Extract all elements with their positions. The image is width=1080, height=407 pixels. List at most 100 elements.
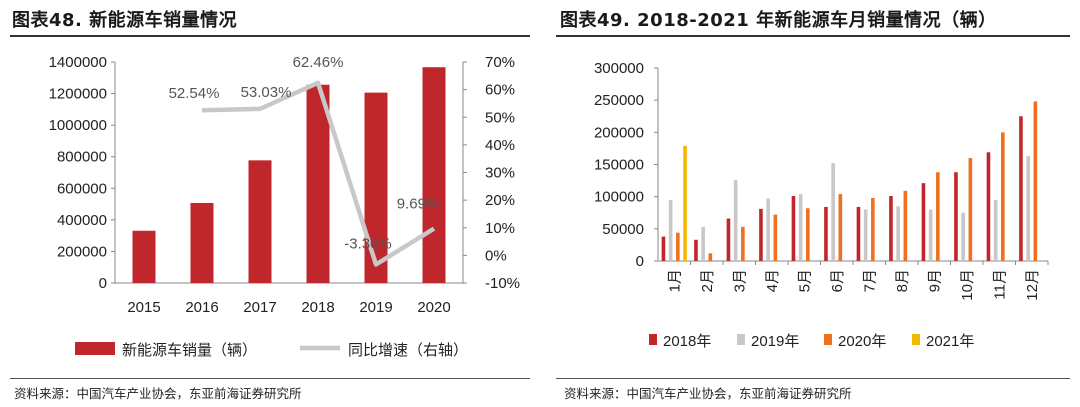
y-tick-label: 0: [636, 253, 644, 270]
y-tick-label: 150000: [594, 157, 644, 174]
y-tick-label: 250000: [594, 92, 644, 109]
month-bar: [694, 239, 698, 261]
left-y-tick-label: 400000: [57, 212, 107, 229]
x-tick-label: 2019: [359, 299, 392, 316]
x-tick-label: 7月: [861, 269, 878, 292]
month-bar: [961, 212, 965, 261]
sales-bar: [190, 202, 214, 283]
month-bar: [1001, 132, 1005, 261]
month-bar: [773, 214, 778, 261]
month-bar: [824, 206, 828, 261]
sales-bar: [306, 84, 330, 283]
left-chart-title: 图表48. 新能源车销量情况: [12, 10, 238, 31]
month-bar: [726, 218, 731, 261]
month-bar: [1026, 156, 1030, 261]
x-tick-label: 8月: [894, 269, 911, 292]
left-title-rule: [10, 35, 530, 37]
month-bar: [986, 152, 991, 261]
legend-bar-label: 新能源车销量（辆）: [122, 342, 257, 359]
right-y-tick-label: 10%: [485, 220, 515, 237]
month-bar: [1033, 101, 1038, 261]
legend-swatch: [912, 334, 920, 345]
month-bar: [1019, 116, 1023, 261]
month-bar: [871, 197, 875, 261]
legend-swatch: [737, 334, 745, 345]
x-tick-label: 2月: [699, 269, 716, 292]
right-y-tick-label: 50%: [485, 109, 515, 126]
right-title-rule: [556, 35, 1070, 37]
month-bar: [741, 226, 745, 261]
right-y-tick-label: 0%: [485, 247, 507, 264]
month-bar: [928, 209, 933, 261]
right-y-tick-label: 60%: [485, 82, 515, 99]
y-tick-label: 200000: [594, 124, 644, 141]
month-bar: [668, 199, 673, 261]
left-source: 资料来源：中国汽车产业协会，东亚前海证券研究所: [14, 386, 302, 401]
x-tick-label: 4月: [764, 269, 781, 292]
x-tick-label: 12月: [1024, 269, 1041, 301]
right-source-rule: [556, 378, 1070, 379]
x-tick-label: 6月: [829, 269, 846, 292]
sales-bar: [364, 92, 388, 283]
growth-data-label: 53.03%: [241, 84, 292, 101]
left-y-tick-label: 200000: [57, 243, 107, 260]
sales-bar: [248, 160, 272, 283]
month-bar: [903, 190, 908, 261]
month-bar: [889, 196, 893, 261]
sales-bar: [132, 230, 156, 283]
left-source-rule: [10, 378, 530, 379]
right-y-tick-label: 70%: [485, 54, 515, 71]
month-bar: [798, 194, 803, 261]
right-y-tick-label: 30%: [485, 165, 515, 182]
x-tick-label: 10月: [959, 269, 976, 301]
legend-label: 2019年: [751, 333, 799, 350]
left-y-tick-label: 600000: [57, 180, 107, 197]
left-chart: 0 200000 400000 600000 800000 1000000 1200000 1…: [49, 54, 520, 359]
right-y-tick-label: 20%: [485, 192, 515, 209]
month-bar: [759, 208, 763, 261]
right-chart-title: 图表49. 2018-2021 年新能源车月销量情况（辆）: [560, 10, 997, 31]
month-bar: [856, 206, 861, 261]
y-tick-label: 300000: [594, 60, 644, 77]
left-y-tick-label: 0: [99, 275, 107, 292]
growth-data-label: 62.46%: [293, 54, 344, 71]
month-bar: [708, 253, 713, 261]
right-y-tick-label: -10%: [485, 275, 520, 292]
x-tick-label: 5月: [796, 269, 813, 292]
month-bar: [921, 183, 926, 261]
growth-data-label: 52.54%: [169, 85, 220, 102]
month-bar: [806, 208, 810, 261]
right-chart: 0 50000 100000 150000 200000 250000 300000 1月 2月…: [594, 60, 1049, 350]
x-tick-label: 2017: [243, 299, 276, 316]
x-tick-label: 2015: [127, 299, 160, 316]
month-bar: [936, 172, 940, 261]
x-tick-label: 2016: [185, 299, 218, 316]
legend-line-label: 同比增速（右轴）: [348, 342, 468, 359]
month-bar: [838, 194, 843, 261]
month-bar: [661, 236, 666, 261]
left-y-tick-label: 800000: [57, 149, 107, 166]
month-bar: [701, 226, 705, 261]
growth-line: [201, 80, 436, 267]
x-tick-label: 3月: [731, 269, 748, 292]
month-bar: [831, 163, 835, 261]
growth-data-label: 9.69%: [397, 196, 440, 213]
month-bar: [993, 199, 998, 261]
month-bar: [676, 232, 680, 261]
legend-label: 2018年: [663, 333, 711, 350]
x-tick-label: 9月: [926, 269, 943, 292]
sales-bar: [422, 67, 446, 283]
x-tick-label: 2018: [301, 299, 334, 316]
month-bar: [791, 196, 796, 261]
right-y-tick-label: 40%: [485, 137, 515, 154]
y-tick-label: 50000: [602, 221, 644, 238]
month-bar: [733, 179, 738, 261]
month-bar: [896, 206, 900, 261]
month-bar: [863, 209, 868, 261]
left-y-tick-label: 1000000: [49, 117, 107, 134]
x-tick-label: 1月: [666, 269, 683, 292]
month-bar: [968, 158, 973, 261]
legend-swatch: [649, 334, 657, 345]
right-source: 资料来源：中国汽车产业协会，东亚前海证券研究所: [564, 386, 852, 401]
x-tick-label: 11月: [991, 269, 1008, 300]
